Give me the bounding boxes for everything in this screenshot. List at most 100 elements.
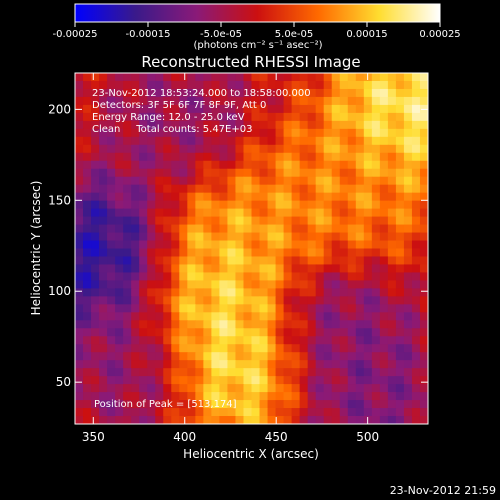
heatmap-cell [243,336,253,345]
heatmap-cell [275,200,285,210]
heatmap-cell [139,248,148,258]
heatmap-cell [411,208,421,218]
heatmap-cell [91,264,100,274]
heatmap-cell [355,136,365,146]
heatmap-cell [155,168,164,178]
heatmap-cell [187,224,196,234]
heatmap-cell [307,120,317,130]
heatmap-cell [139,264,148,274]
heatmap-cell [299,256,309,266]
heatmap-cell [227,392,237,401]
heatmap-cell [211,384,221,393]
heatmap-cell [179,200,188,210]
heatmap-cell [139,168,148,178]
heatmap-cell [219,312,229,321]
heatmap-cell [171,328,180,337]
heatmap-cell [243,368,253,377]
heatmap-cell [267,392,277,401]
heatmap-cell [75,320,84,329]
heatmap-cell [99,304,108,313]
heatmap-cell [323,144,333,154]
heatmap-cell [275,376,285,385]
heatmap-cell [107,336,116,345]
heatmap-cell [115,240,124,250]
heatmap-cell [123,328,132,337]
heatmap-cell [219,120,229,130]
heatmap-cell [243,104,253,114]
heatmap-cell [123,392,132,401]
heatmap-cell [139,73,148,82]
heatmap-cell [403,168,413,178]
heatmap-cell [251,248,261,258]
heatmap-cell [107,352,116,361]
heatmap-cell [355,304,365,313]
heatmap-cell [155,336,164,345]
heatmap-cell [83,96,92,106]
heatmap-cell [331,408,341,417]
heatmap-cell [275,208,285,218]
heatmap-cell [251,368,261,377]
heatmap-cell [75,168,84,178]
heatmap-cell [267,160,277,170]
heatmap-cell [195,240,204,250]
heatmap-cell [195,144,204,154]
heatmap-cell [259,104,269,114]
heatmap-cell [283,264,293,274]
heatmap-cell [139,128,148,138]
heatmap-cell [203,128,212,138]
heatmap-cell [403,256,413,266]
heatmap-cell [203,216,212,226]
heatmap-cell [347,184,357,194]
heatmap-cell [99,144,108,154]
heatmap-cell [371,128,381,138]
heatmap-cell [299,224,309,234]
heatmap-cell [291,168,301,178]
heatmap-cell [91,144,100,154]
heatmap-cell [123,80,132,90]
heatmap-cell [347,216,357,226]
heatmap-cell [91,256,100,266]
heatmap-cell [355,248,365,258]
heatmap-cell [195,80,204,90]
heatmap-cell [315,400,325,409]
heatmap-cell [219,232,229,242]
heatmap-cell [355,224,365,234]
heatmap-cell [275,73,285,82]
heatmap-cell [331,344,341,353]
heatmap-cell [307,296,317,305]
heatmap-cell [291,248,301,258]
heatmap-cell [195,112,204,122]
heatmap-cell [131,232,140,242]
heatmap-cell [371,328,381,337]
heatmap-cell [115,400,124,409]
heatmap-cell [179,408,188,417]
heatmap-cell [259,360,269,369]
heatmap-cell [251,176,261,186]
heatmap-cell [75,152,84,162]
heatmap-cell [219,104,229,114]
heatmap-cell [275,248,285,258]
heatmap-cell [163,352,172,361]
heatmap-cell [315,360,325,369]
heatmap-cell [403,232,413,242]
heatmap-cell [299,120,309,130]
heatmap-cell [355,376,365,385]
heatmap-cell [403,128,413,138]
chart-title: Reconstructed RHESSI Image [141,53,360,71]
heatmap-cell [347,176,357,186]
heatmap-cell [347,400,357,409]
heatmap-cell [291,112,301,122]
heatmap-cell [219,392,229,401]
heatmap-cell [363,160,373,170]
heatmap-cell [371,280,381,289]
heatmap-cell [307,400,317,409]
heatmap-cell [227,144,237,154]
heatmap-cell [339,232,349,242]
heatmap-cell [99,384,108,393]
heatmap-cell [275,328,285,337]
heatmap-cell [227,312,237,321]
heatmap-cell [91,184,100,194]
heatmap-cell [163,73,172,82]
heatmap-cell [251,416,261,424]
heatmap-cell [363,88,373,98]
